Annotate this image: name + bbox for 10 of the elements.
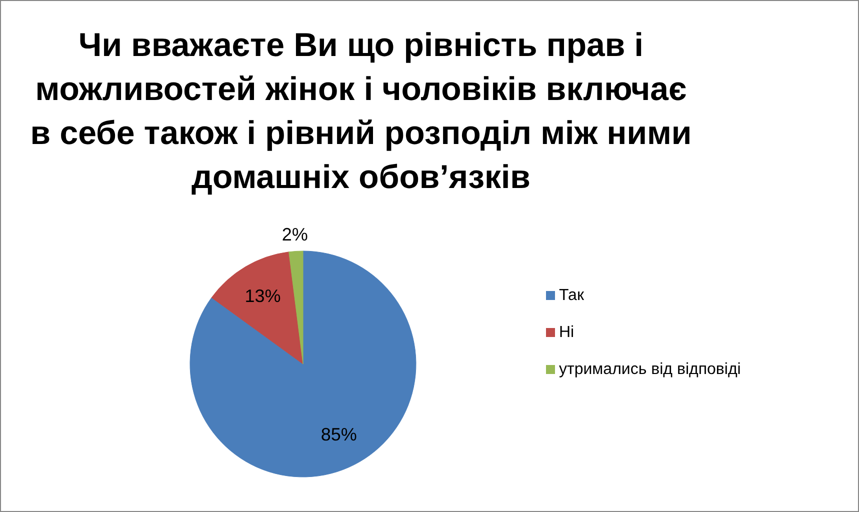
legend-label: утримались від відповіді — [559, 360, 741, 378]
chart-title: Чи вважаєте Ви що рівність прав і можливостей жінок і чоловіків включає в себе також і рівний розподіл між ними домашніх обов’язків — [29, 25, 693, 197]
data-label: 85% — [320, 424, 357, 444]
pie-slice — [288, 250, 304, 364]
data-label: 2% — [282, 224, 308, 244]
pie-slice — [211, 252, 304, 364]
pie-slice — [190, 250, 416, 478]
legend-label: Ні — [559, 324, 574, 342]
legend-label: Так — [559, 286, 584, 304]
data-label: 13% — [244, 286, 281, 306]
